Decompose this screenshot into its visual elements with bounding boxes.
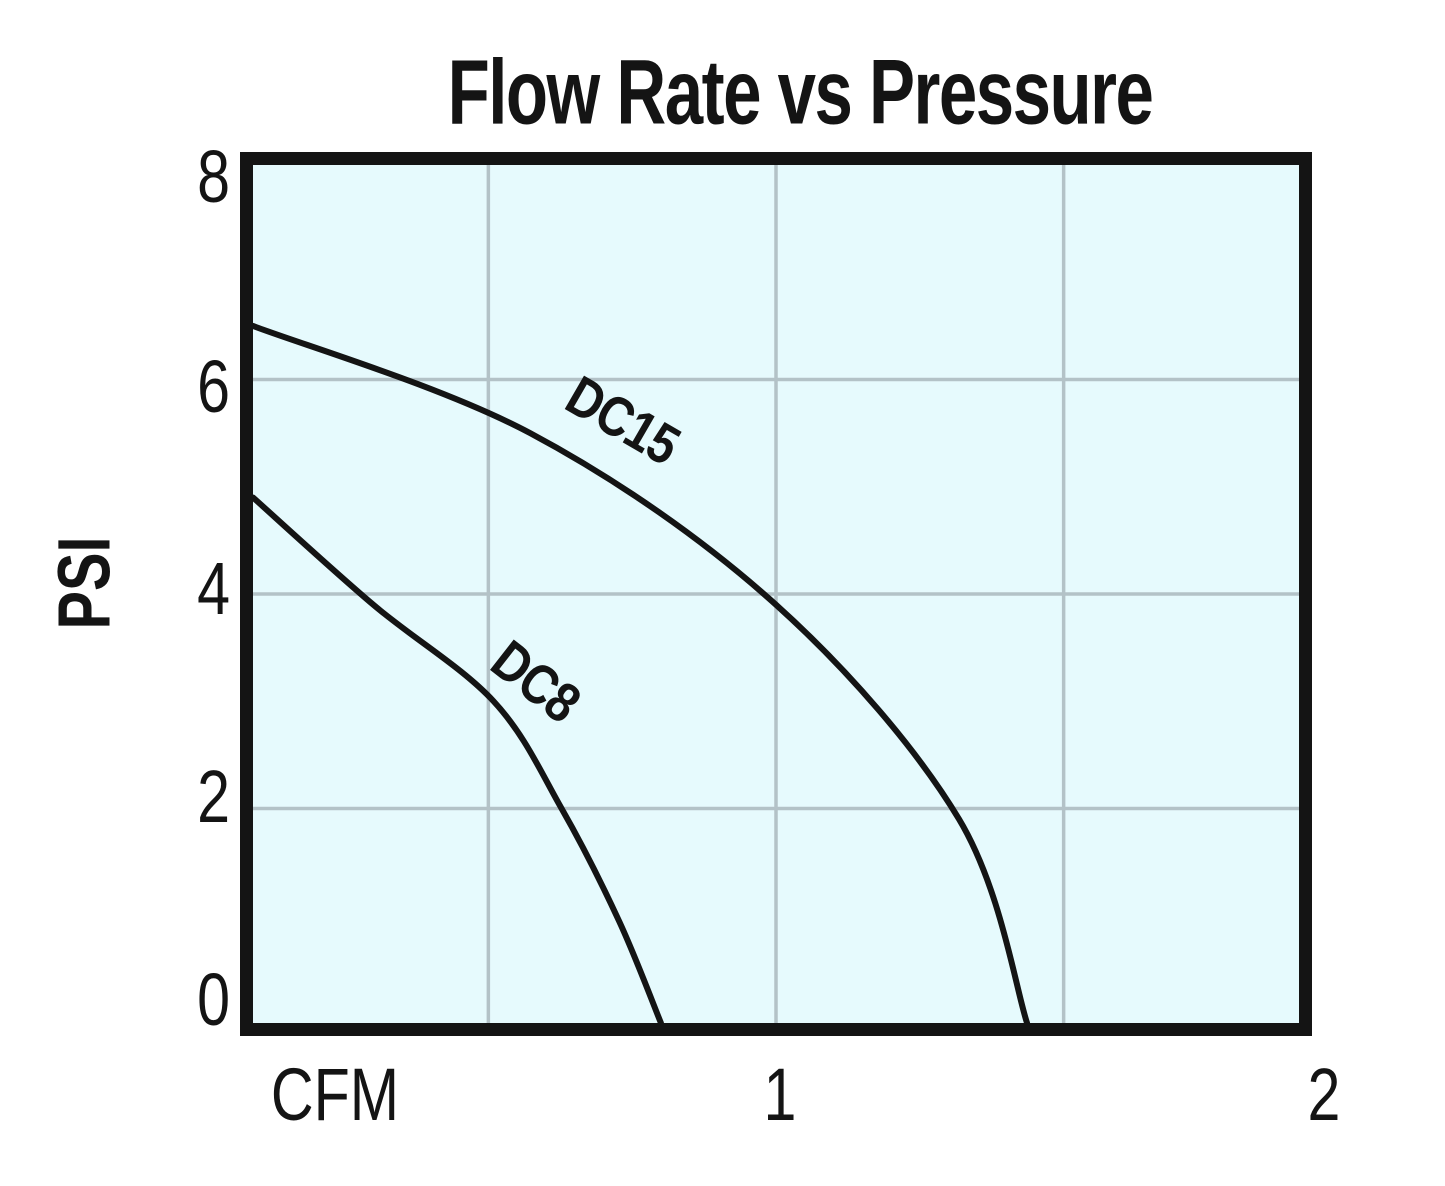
x-tick-1: 1: [763, 1053, 797, 1136]
curve-dc15: [253, 322, 1031, 1023]
x-axis-unit-label: CFM: [270, 1053, 400, 1136]
curve-dc8: [253, 494, 664, 1023]
x-tick-2: 2: [1307, 1053, 1341, 1136]
y-axis-label: PSI: [42, 536, 126, 630]
chart-title: Flow Rate vs Pressure: [447, 41, 1154, 144]
plot-area: [240, 152, 1312, 1036]
plot-svg: [253, 165, 1299, 1023]
y-tick-6: 6: [197, 345, 230, 428]
y-tick-0: 0: [197, 958, 230, 1041]
y-tick-4: 4: [197, 547, 230, 630]
y-tick-8: 8: [197, 135, 230, 218]
y-tick-2: 2: [197, 755, 230, 838]
